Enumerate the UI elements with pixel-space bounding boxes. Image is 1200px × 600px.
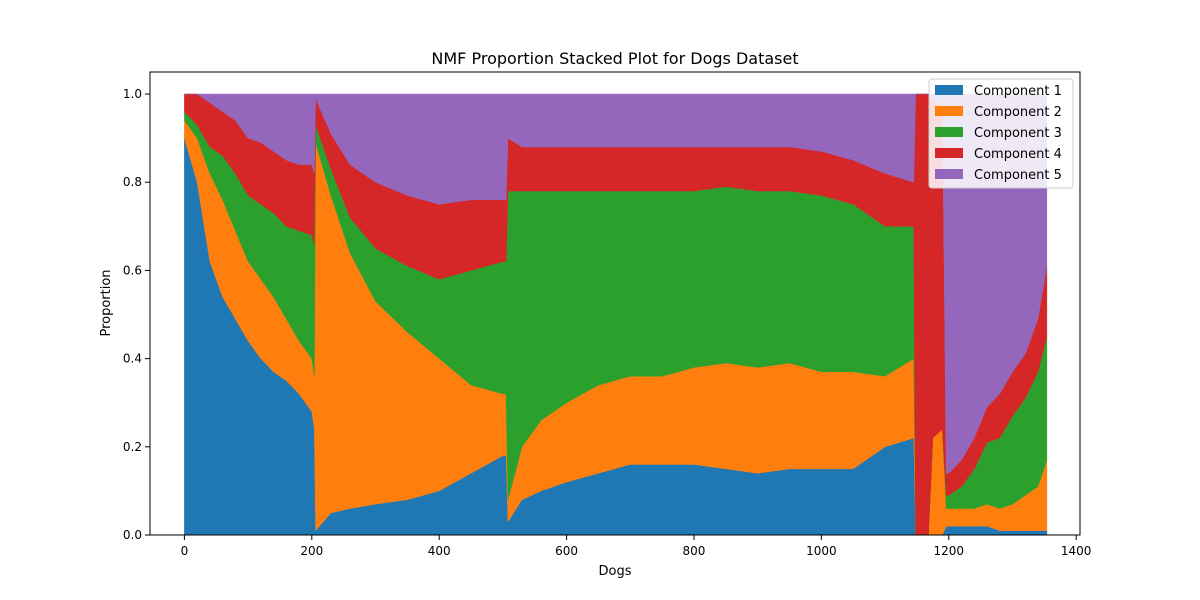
x-tick-label: 0 (181, 544, 189, 558)
y-axis-label: Proportion (99, 269, 114, 336)
x-tick-label: 200 (300, 544, 323, 558)
y-tick-label: 0.8 (123, 175, 142, 189)
x-axis-label: Dogs (599, 564, 632, 579)
legend-swatch-1 (935, 85, 963, 95)
legend-label-4: Component 4 (974, 147, 1062, 162)
y-tick-label: 1.0 (123, 87, 142, 101)
legend-label-5: Component 5 (974, 168, 1062, 183)
legend-box (928, 78, 1074, 189)
x-tick-label: 1000 (806, 544, 837, 558)
y-tick-label: 0.2 (123, 440, 142, 454)
legend: Component 1 Component 2 Component 3 Compone… (928, 78, 1074, 189)
y-tick-label: 0.4 (123, 352, 142, 366)
legend-label-3: Component 3 (974, 126, 1062, 141)
legend-swatch-4 (935, 148, 963, 158)
legend-label-2: Component 2 (974, 105, 1062, 120)
plot-frame (149, 71, 1081, 536)
x-tick-label: 1200 (934, 544, 965, 558)
x-tick-label: 600 (555, 544, 578, 558)
x-tick-label: 400 (428, 544, 451, 558)
chart-title: NMF Proportion Stacked Plot for Dogs Dat… (431, 49, 798, 68)
x-tick-label: 1400 (1061, 544, 1092, 558)
x-tick-label: 800 (683, 544, 706, 558)
y-tick-label: 0.6 (123, 263, 142, 277)
y-axis-ticks: 0.0 0.2 0.4 0.6 0.8 1.0 (123, 87, 150, 542)
legend-swatch-2 (935, 106, 963, 116)
legend-swatch-5 (935, 169, 963, 179)
legend-swatch-3 (935, 127, 963, 137)
x-axis-ticks: 0 200 400 600 800 1000 1200 1400 (181, 535, 1092, 558)
legend-label-1: Component 1 (974, 84, 1062, 99)
stacked-areas (184, 93, 1048, 536)
y-tick-label: 0.0 (123, 528, 142, 542)
